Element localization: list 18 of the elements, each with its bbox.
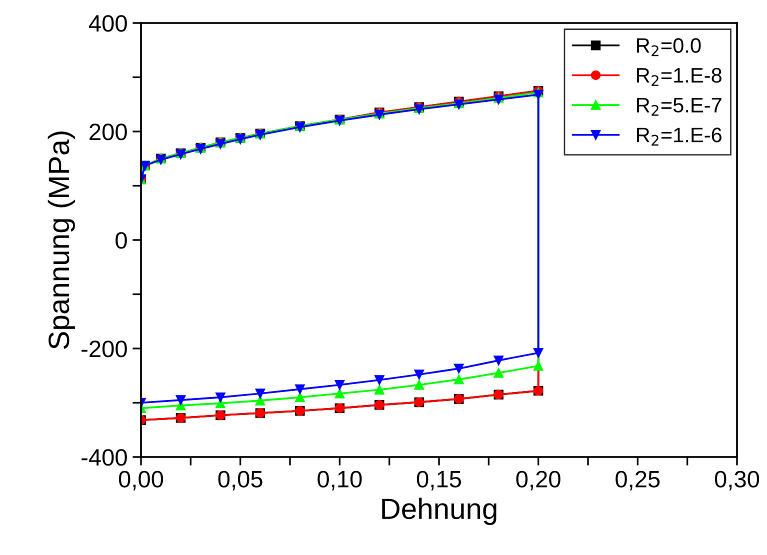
y-tick-label: 400 bbox=[88, 15, 127, 32]
x-tick-label: 0,10 bbox=[318, 470, 362, 490]
x-axis-title: Dehnung bbox=[382, 498, 496, 525]
legend-label: R$_{2}$=5.E-7 bbox=[637, 98, 722, 116]
x-tick-label: 0,05 bbox=[218, 470, 262, 490]
x-tick-label: 0,00 bbox=[118, 470, 164, 490]
y-tick-label: 0 bbox=[116, 232, 127, 249]
x-tick-label: 0,15 bbox=[416, 470, 461, 490]
y-axis-title: Spannung (MPa) bbox=[48, 132, 75, 349]
y-tick-label: -400 bbox=[82, 449, 127, 466]
y-tick-label: 200 bbox=[90, 124, 127, 140]
legend-label: R$_{2}$=1.E-8 bbox=[637, 68, 722, 86]
x-tick-label: 0,30 bbox=[714, 470, 760, 490]
x-tick-label: 0,25 bbox=[616, 470, 660, 490]
legend-label: R$_{2}$=1.E-6 bbox=[637, 128, 722, 146]
legend-label: R$_{2}$=0.0 bbox=[637, 38, 701, 56]
y-tick-label: -200 bbox=[82, 340, 127, 358]
x-tick-label: 0,20 bbox=[516, 470, 560, 490]
